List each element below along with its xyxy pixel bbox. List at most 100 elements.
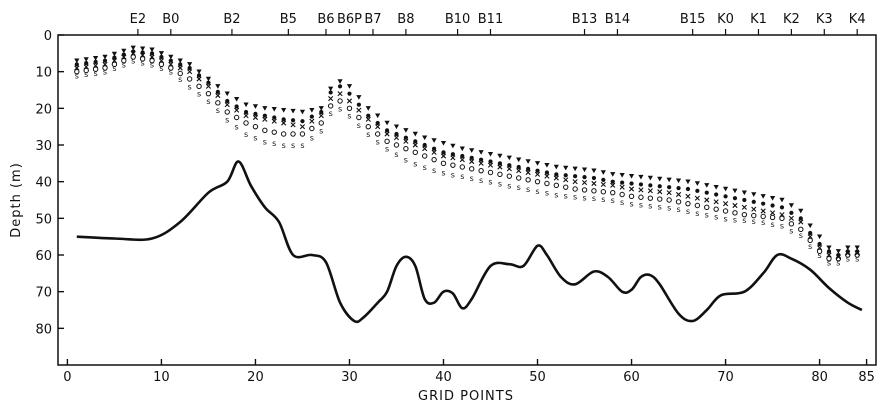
x-marker — [638, 187, 644, 193]
triangle-marker — [375, 113, 381, 119]
s-marker: s — [376, 137, 380, 146]
triangle-marker — [788, 203, 794, 208]
s-marker: s — [404, 156, 408, 165]
circle-marker — [121, 57, 127, 64]
dot-marker — [422, 142, 427, 148]
dot-marker — [337, 84, 343, 89]
triangle-marker — [619, 173, 625, 178]
triangle-marker — [769, 195, 776, 201]
circle-marker — [299, 131, 306, 137]
circle-marker — [563, 184, 569, 190]
dot-marker — [281, 117, 286, 122]
x-marker — [422, 146, 428, 152]
triangle-marker — [422, 135, 428, 141]
x-marker — [694, 195, 700, 201]
circle-marker — [628, 193, 635, 200]
station-label: E2 — [130, 12, 147, 27]
x-marker — [309, 118, 315, 124]
s-marker: s — [300, 141, 304, 150]
triangle-marker — [516, 157, 522, 163]
s-marker: s — [169, 68, 173, 77]
circle-marker — [196, 83, 202, 90]
s-marker: s — [733, 215, 737, 224]
circle-marker — [74, 68, 80, 75]
y-tick-label: 60 — [35, 249, 52, 264]
circle-marker — [591, 188, 597, 194]
triangle-marker — [553, 164, 559, 170]
triangle-marker — [826, 245, 832, 251]
y-tick-label: 50 — [35, 212, 52, 227]
circle-marker — [233, 114, 240, 121]
x-marker — [760, 208, 766, 214]
s-marker: s — [394, 150, 398, 159]
triangle-marker — [487, 151, 494, 157]
s-marker: s — [413, 159, 417, 168]
s-marker: s — [818, 251, 822, 260]
circle-marker — [252, 123, 259, 130]
dot-marker — [149, 51, 155, 56]
s-marker: s — [122, 60, 126, 69]
x-marker — [675, 191, 682, 198]
triangle-marker — [469, 148, 475, 153]
dot-marker — [516, 164, 521, 170]
x-tick-label: 0 — [63, 370, 71, 385]
triangle-marker — [403, 128, 409, 133]
dot-marker — [469, 155, 474, 160]
triangle-marker — [252, 104, 259, 109]
circle-marker — [168, 65, 174, 71]
triangle-marker — [290, 108, 296, 114]
triangle-marker — [760, 194, 766, 199]
x-marker — [403, 138, 409, 144]
triangle-marker — [741, 190, 747, 196]
triangle-marker — [205, 76, 212, 82]
s-marker: s — [545, 189, 549, 198]
x-tick-label: 50 — [529, 370, 546, 385]
dot-marker — [356, 102, 361, 107]
dot-marker — [243, 109, 249, 115]
triangle-marker — [281, 107, 287, 113]
dot-marker — [102, 58, 108, 63]
dot-marker — [676, 185, 681, 191]
circle-marker — [619, 191, 625, 198]
dot-marker — [394, 131, 399, 137]
x-marker — [741, 204, 747, 210]
circle-marker — [478, 167, 484, 174]
x-marker — [516, 168, 522, 174]
dot-marker — [300, 119, 305, 124]
triangle-marker — [713, 184, 719, 190]
circle-marker — [572, 186, 578, 192]
x-marker — [459, 157, 465, 163]
dot-marker — [610, 179, 615, 184]
x-marker — [252, 114, 259, 121]
circle-marker — [186, 76, 193, 82]
dot-marker — [234, 104, 239, 109]
dot-marker — [366, 113, 371, 118]
s-marker: s — [770, 220, 774, 229]
dot-marker — [290, 118, 296, 123]
s-marker: s — [592, 194, 596, 203]
s-marker: s — [310, 134, 314, 143]
x-marker — [440, 153, 447, 159]
y-tick-label: 30 — [35, 139, 52, 154]
x-tick-label: 10 — [153, 370, 170, 385]
circle-marker — [318, 120, 324, 126]
circle-marker — [826, 255, 832, 262]
s-marker: s — [780, 222, 784, 231]
triangle-marker — [694, 181, 700, 186]
triangle-marker — [751, 192, 757, 197]
dot-marker — [196, 73, 202, 78]
triangle-marker — [102, 54, 108, 60]
dot-marker — [544, 170, 550, 175]
s-marker: s — [836, 258, 840, 267]
dot-marker — [648, 183, 653, 188]
circle-marker — [807, 237, 813, 244]
circle-marker — [779, 215, 785, 222]
s-marker: s — [667, 203, 671, 212]
circle-marker — [760, 213, 766, 220]
dot-marker — [826, 249, 832, 254]
s-marker: s — [441, 169, 445, 178]
triangle-marker — [854, 245, 860, 251]
dot-marker — [704, 190, 709, 195]
s-marker: s — [686, 207, 690, 216]
